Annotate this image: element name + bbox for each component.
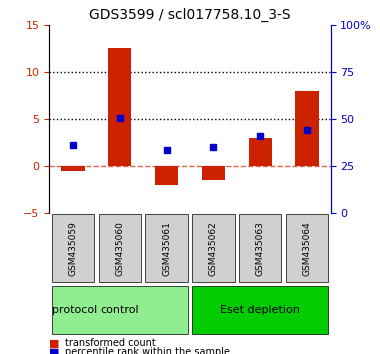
- FancyBboxPatch shape: [239, 214, 281, 282]
- Text: GSM435064: GSM435064: [302, 221, 312, 275]
- Bar: [202, 166, 225, 180]
- Bar: [155, 166, 178, 185]
- Text: GSM435061: GSM435061: [162, 221, 171, 275]
- FancyBboxPatch shape: [52, 286, 188, 334]
- Bar: [61, 166, 85, 171]
- Bar: [249, 138, 272, 166]
- FancyBboxPatch shape: [99, 214, 141, 282]
- Text: percentile rank within the sample: percentile rank within the sample: [65, 347, 230, 354]
- FancyBboxPatch shape: [286, 214, 328, 282]
- Bar: [296, 91, 319, 166]
- FancyBboxPatch shape: [146, 214, 188, 282]
- Title: GDS3599 / scl017758.10_3-S: GDS3599 / scl017758.10_3-S: [89, 8, 291, 22]
- Text: control: control: [100, 305, 139, 315]
- Text: GSM435063: GSM435063: [256, 221, 265, 275]
- FancyBboxPatch shape: [192, 286, 328, 334]
- Text: ■: ■: [49, 347, 60, 354]
- Bar: [108, 48, 131, 166]
- Text: transformed count: transformed count: [65, 338, 155, 348]
- Text: GSM435060: GSM435060: [115, 221, 124, 275]
- Text: protocol: protocol: [52, 305, 97, 315]
- Text: Eset depletion: Eset depletion: [220, 305, 300, 315]
- Text: GSM435059: GSM435059: [68, 221, 78, 275]
- FancyBboxPatch shape: [52, 214, 94, 282]
- FancyBboxPatch shape: [192, 214, 234, 282]
- Text: GSM435062: GSM435062: [209, 221, 218, 275]
- Text: ■: ■: [49, 338, 60, 348]
